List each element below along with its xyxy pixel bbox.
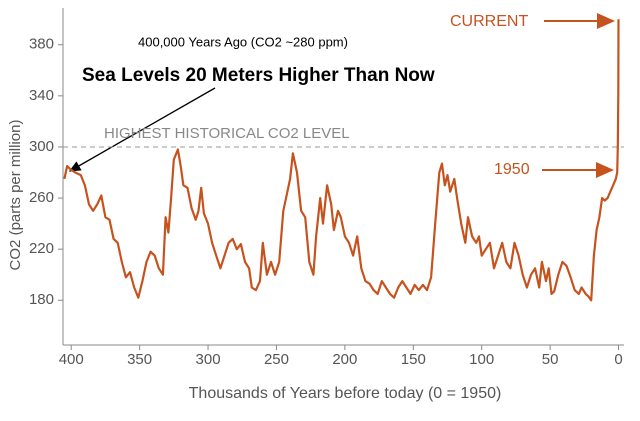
data-line — [63, 19, 620, 302]
y-tick-label: 220 — [29, 240, 54, 257]
x-tick-label: 0 — [614, 351, 622, 368]
x-tick-label: 400 — [59, 351, 84, 368]
x-axis-label: Thousands of Years before today (0 = 195… — [189, 385, 502, 402]
y-tick-label: 380 — [29, 36, 54, 53]
x-tick-label: 200 — [332, 351, 357, 368]
annotation: 400,000 Years Ago (CO2 ~280 ppm) — [138, 34, 348, 49]
annotation: Sea Levels 20 Meters Higher Than Now — [82, 65, 435, 86]
y-tick-label: 260 — [29, 189, 54, 206]
x-tick-label: 350 — [127, 351, 152, 368]
arrow — [68, 87, 216, 172]
x-tick-label: 150 — [401, 351, 426, 368]
x-tick-label: 250 — [264, 351, 289, 368]
x-tick-label: 100 — [469, 351, 494, 368]
y-axis-label: CO2 (parts per million) — [7, 120, 24, 271]
annotation: CURRENT — [450, 13, 528, 30]
y-tick-label: 300 — [29, 138, 54, 155]
reference-label: HIGHEST HISTORICAL CO2 LEVEL — [104, 125, 350, 142]
annotation: 1950 — [494, 161, 530, 178]
y-tick-label: 180 — [29, 291, 54, 308]
x-tick-label: 50 — [542, 351, 559, 368]
y-tick-label: 340 — [29, 87, 54, 104]
x-tick-label: 300 — [196, 351, 221, 368]
